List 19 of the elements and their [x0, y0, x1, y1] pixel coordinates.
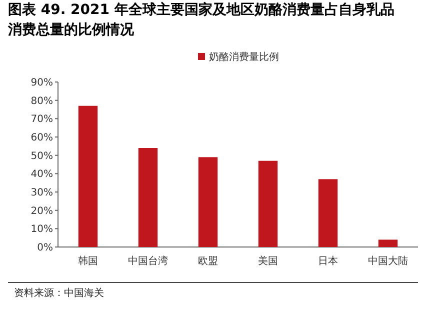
- ytick: 20%: [30, 206, 53, 217]
- xtick: 中国大陆: [368, 256, 408, 267]
- xtick: 美国: [258, 256, 278, 267]
- ytick: 30%: [30, 188, 53, 198]
- ytick: 40%: [30, 169, 53, 180]
- ytick: 10%: [30, 224, 53, 236]
- ytick: 80%: [30, 96, 53, 107]
- xtick: 欧盟: [198, 256, 218, 267]
- ytick: 70%: [30, 114, 53, 126]
- ytick: 50%: [30, 150, 53, 162]
- xtick: 中国台湾: [128, 256, 168, 267]
- ytick: 60%: [30, 132, 53, 144]
- xtick: 日本: [318, 256, 338, 267]
- ytick: 0%: [37, 242, 53, 254]
- legend: 奶酪消费量比例: [209, 52, 279, 63]
- annotation: 资料来源：中国海关: [14, 286, 104, 300]
- xtick: 韩国: [78, 256, 98, 267]
- ytick: 90%: [30, 78, 53, 88]
- title: 图表 49. 2021 年全球主要国家及地区奶酪消费量占自身乳品消费总量的比例情况: [8, 0, 396, 40]
